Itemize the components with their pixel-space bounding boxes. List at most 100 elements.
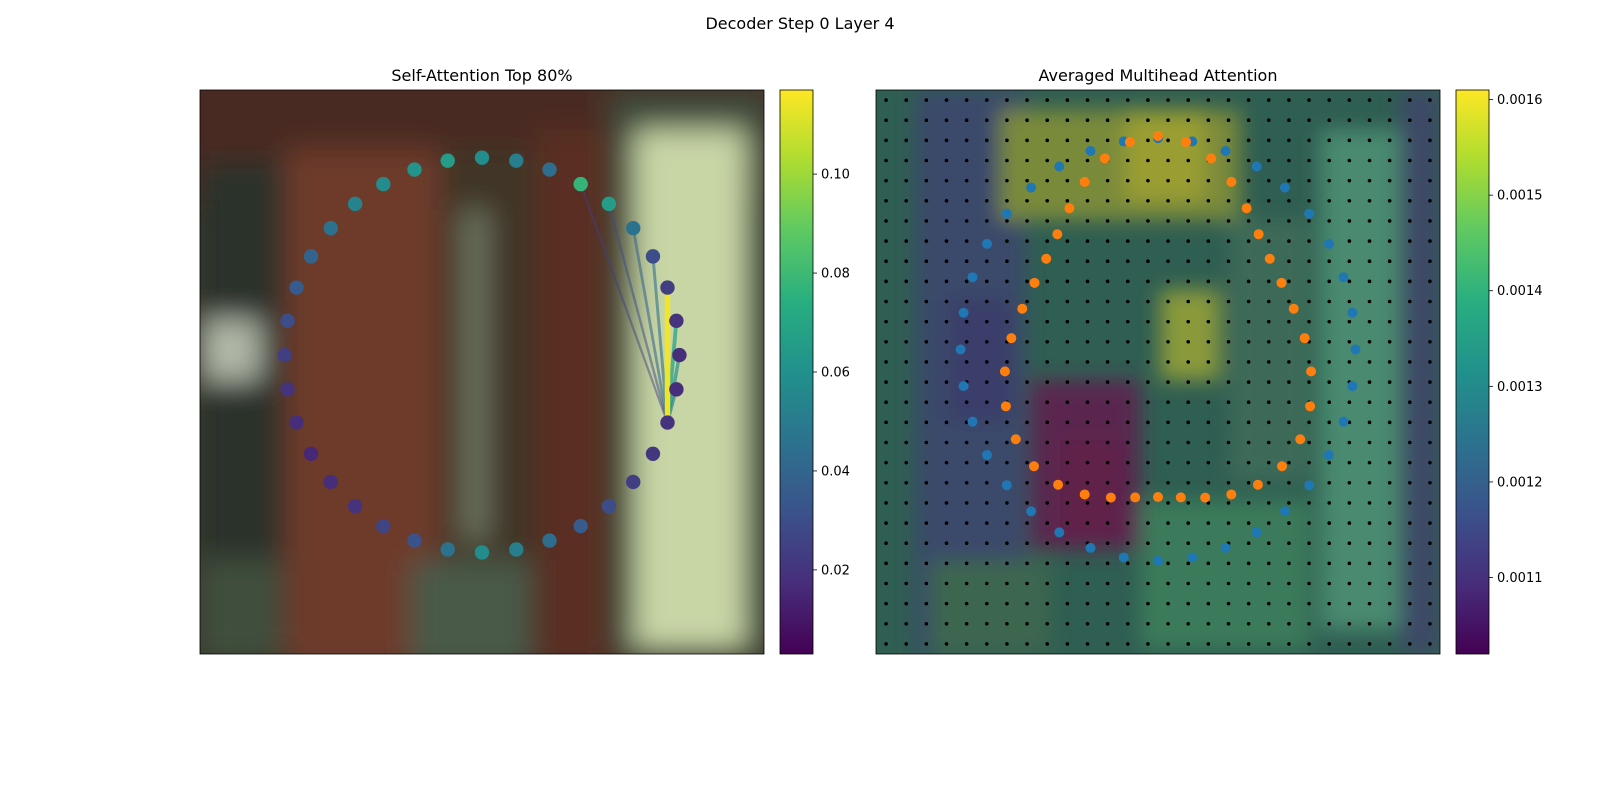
grid-dot xyxy=(924,299,929,304)
grid-dot xyxy=(1206,198,1211,203)
colorbar-tick-label: 0.04 xyxy=(821,464,850,479)
grid-dot xyxy=(1387,561,1392,566)
grid-dot xyxy=(964,460,969,465)
grid-dot xyxy=(1005,521,1009,525)
grid-dot xyxy=(1206,521,1211,525)
ring-point xyxy=(347,499,363,514)
ring-point xyxy=(509,153,524,168)
orange-point xyxy=(1006,333,1017,344)
grid-dot xyxy=(1407,541,1412,546)
grid-dot xyxy=(1428,561,1432,566)
orange-point xyxy=(1277,461,1288,472)
grid-dot xyxy=(1367,259,1372,264)
grid-dot xyxy=(1266,158,1271,163)
orange-point xyxy=(1175,492,1186,503)
grid-dot xyxy=(1307,501,1311,505)
grid-dot xyxy=(1266,440,1271,445)
grid-dot xyxy=(1146,440,1150,445)
grid-dot xyxy=(944,521,949,525)
grid-dot xyxy=(1387,621,1392,626)
grid-dot xyxy=(1428,581,1432,586)
grid-dot xyxy=(1327,98,1332,102)
grid-dot xyxy=(1105,259,1110,264)
grid-dot xyxy=(1428,118,1432,123)
grid-dot xyxy=(1347,400,1352,405)
grid-dot xyxy=(1367,380,1372,384)
grid-dot xyxy=(1428,521,1432,525)
blue-point xyxy=(967,272,978,283)
grid-dot xyxy=(1266,541,1271,546)
orange-point xyxy=(1253,229,1264,240)
grid-dot xyxy=(1347,642,1352,646)
grid-dot xyxy=(1387,118,1392,123)
grid-dot xyxy=(1105,219,1110,223)
grid-dot xyxy=(1125,460,1130,465)
grid-dot xyxy=(1206,642,1211,646)
grid-dot xyxy=(1146,480,1150,485)
grid-dot xyxy=(1246,118,1251,123)
grid-dot xyxy=(1266,420,1271,425)
grid-dot xyxy=(1307,642,1311,646)
ring-point xyxy=(440,542,455,557)
grid-dot xyxy=(964,400,969,405)
grid-dot xyxy=(1125,259,1130,264)
blue-point xyxy=(1026,182,1037,193)
grid-dot xyxy=(984,621,989,626)
grid-dot xyxy=(1246,299,1251,304)
grid-dot xyxy=(964,561,969,566)
grid-dot xyxy=(944,480,949,485)
grid-dot xyxy=(1045,400,1050,405)
grid-dot xyxy=(984,138,989,143)
grid-dot xyxy=(1085,621,1090,626)
grid-dot xyxy=(1085,360,1090,364)
grid-dot xyxy=(1367,360,1372,364)
grid-dot xyxy=(1246,581,1251,586)
grid-dot xyxy=(1085,219,1090,223)
orange-point xyxy=(1079,176,1090,187)
grid-dot xyxy=(1186,541,1191,546)
grid-dot xyxy=(1266,118,1271,123)
grid-dot xyxy=(1125,501,1130,505)
grid-dot xyxy=(904,178,909,183)
grid-dot xyxy=(1226,138,1231,143)
orange-point xyxy=(1079,489,1090,500)
colorbar-tick-label: 0.0012 xyxy=(1497,475,1543,490)
grid-dot xyxy=(1307,279,1311,284)
grid-dot xyxy=(1287,319,1291,324)
left-axes-title: Self-Attention Top 80% xyxy=(391,66,572,85)
grid-dot xyxy=(1166,420,1170,425)
ring-point xyxy=(626,474,641,490)
orange-point xyxy=(1029,277,1040,288)
grid-dot xyxy=(1045,380,1050,384)
grid-dot xyxy=(1246,521,1251,525)
grid-dot xyxy=(1105,339,1110,344)
grid-dot xyxy=(1206,460,1211,465)
grid-dot xyxy=(1025,642,1029,646)
blue-point xyxy=(982,238,993,249)
orange-point xyxy=(1200,492,1211,503)
grid-dot xyxy=(984,219,989,223)
grid-dot xyxy=(884,501,888,505)
blue-point xyxy=(1338,416,1349,427)
grid-dot xyxy=(1407,319,1412,324)
grid-dot xyxy=(924,98,929,102)
grid-dot xyxy=(904,299,909,304)
grid-dot xyxy=(1025,521,1029,525)
grid-dot xyxy=(1266,319,1271,324)
grid-dot xyxy=(1186,581,1191,586)
ring-points xyxy=(277,150,687,560)
ring-point xyxy=(542,162,557,177)
grid-dot xyxy=(1146,601,1150,606)
grid-dot xyxy=(1327,420,1332,425)
grid-dot xyxy=(1226,501,1231,505)
grid-dot xyxy=(1146,198,1150,203)
grid-dot xyxy=(1407,581,1412,586)
grid-dot xyxy=(1166,158,1170,163)
grid-dot xyxy=(1105,440,1110,445)
grid-dot xyxy=(1307,259,1311,264)
grid-dot xyxy=(904,541,909,546)
grid-dot xyxy=(1045,521,1050,525)
grid-dot xyxy=(1367,601,1372,606)
grid-dot xyxy=(1025,178,1029,183)
grid-dot xyxy=(1387,219,1392,223)
